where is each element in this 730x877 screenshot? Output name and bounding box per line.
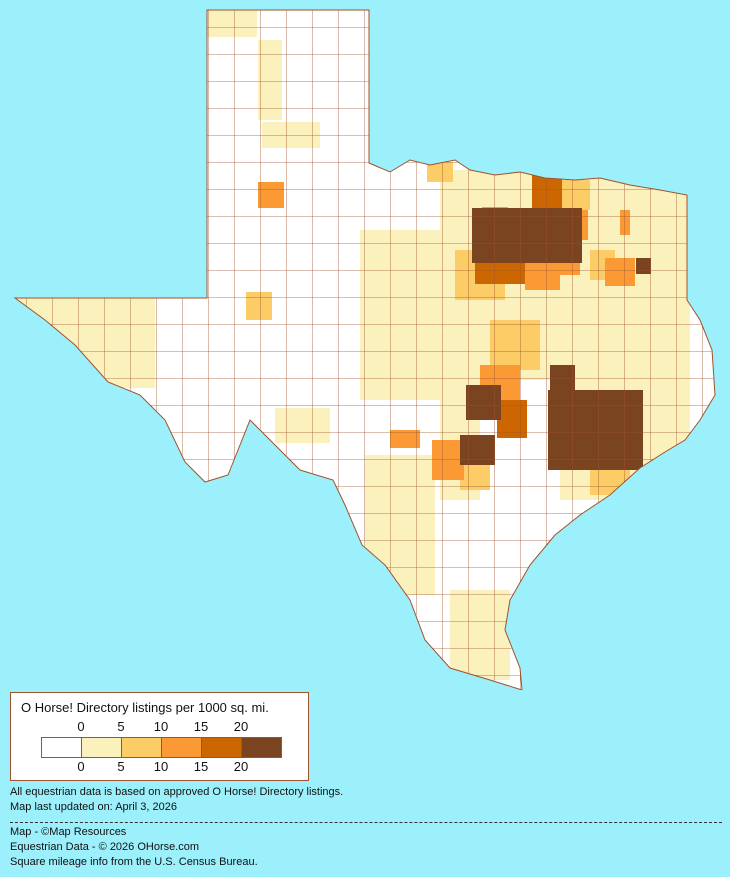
tick-label: 15 — [193, 759, 209, 774]
legend-swatch — [202, 738, 242, 757]
legend-swatch — [242, 738, 281, 757]
tick-label: 20 — [233, 759, 249, 774]
legend-swatch — [82, 738, 122, 757]
tick-label: 5 — [117, 759, 125, 774]
legend-color-bar — [41, 737, 282, 758]
data-credit: Equestrian Data - © 2026 OHorse.com — [10, 841, 200, 853]
data-basis-note: All equestrian data is based on approved… — [10, 786, 344, 798]
tick-label: 5 — [117, 719, 125, 734]
tick-label: 15 — [193, 719, 209, 734]
map-credit: Map - ©Map Resources — [10, 826, 127, 838]
texas-county-map — [14, 9, 716, 690]
tick-label: 0 — [77, 759, 85, 774]
legend-ticks-top: 0 5 10 15 20 — [11, 719, 308, 735]
legend-ticks-bottom: 0 5 10 15 20 — [11, 759, 308, 775]
legend-swatch — [42, 738, 82, 757]
map-legend: O Horse! Directory listings per 1000 sq.… — [10, 692, 309, 781]
tick-label: 20 — [233, 719, 249, 734]
tick-label: 10 — [153, 759, 169, 774]
tick-label: 10 — [153, 719, 169, 734]
legend-swatch — [162, 738, 202, 757]
last-updated-note: Map last updated on: April 3, 2026 — [10, 801, 177, 813]
legend-title: O Horse! Directory listings per 1000 sq.… — [21, 700, 269, 715]
tick-label: 0 — [77, 719, 85, 734]
census-credit: Square mileage info from the U.S. Census… — [10, 856, 258, 868]
county-borders — [15, 10, 715, 690]
legend-swatch — [122, 738, 162, 757]
divider — [10, 822, 722, 823]
